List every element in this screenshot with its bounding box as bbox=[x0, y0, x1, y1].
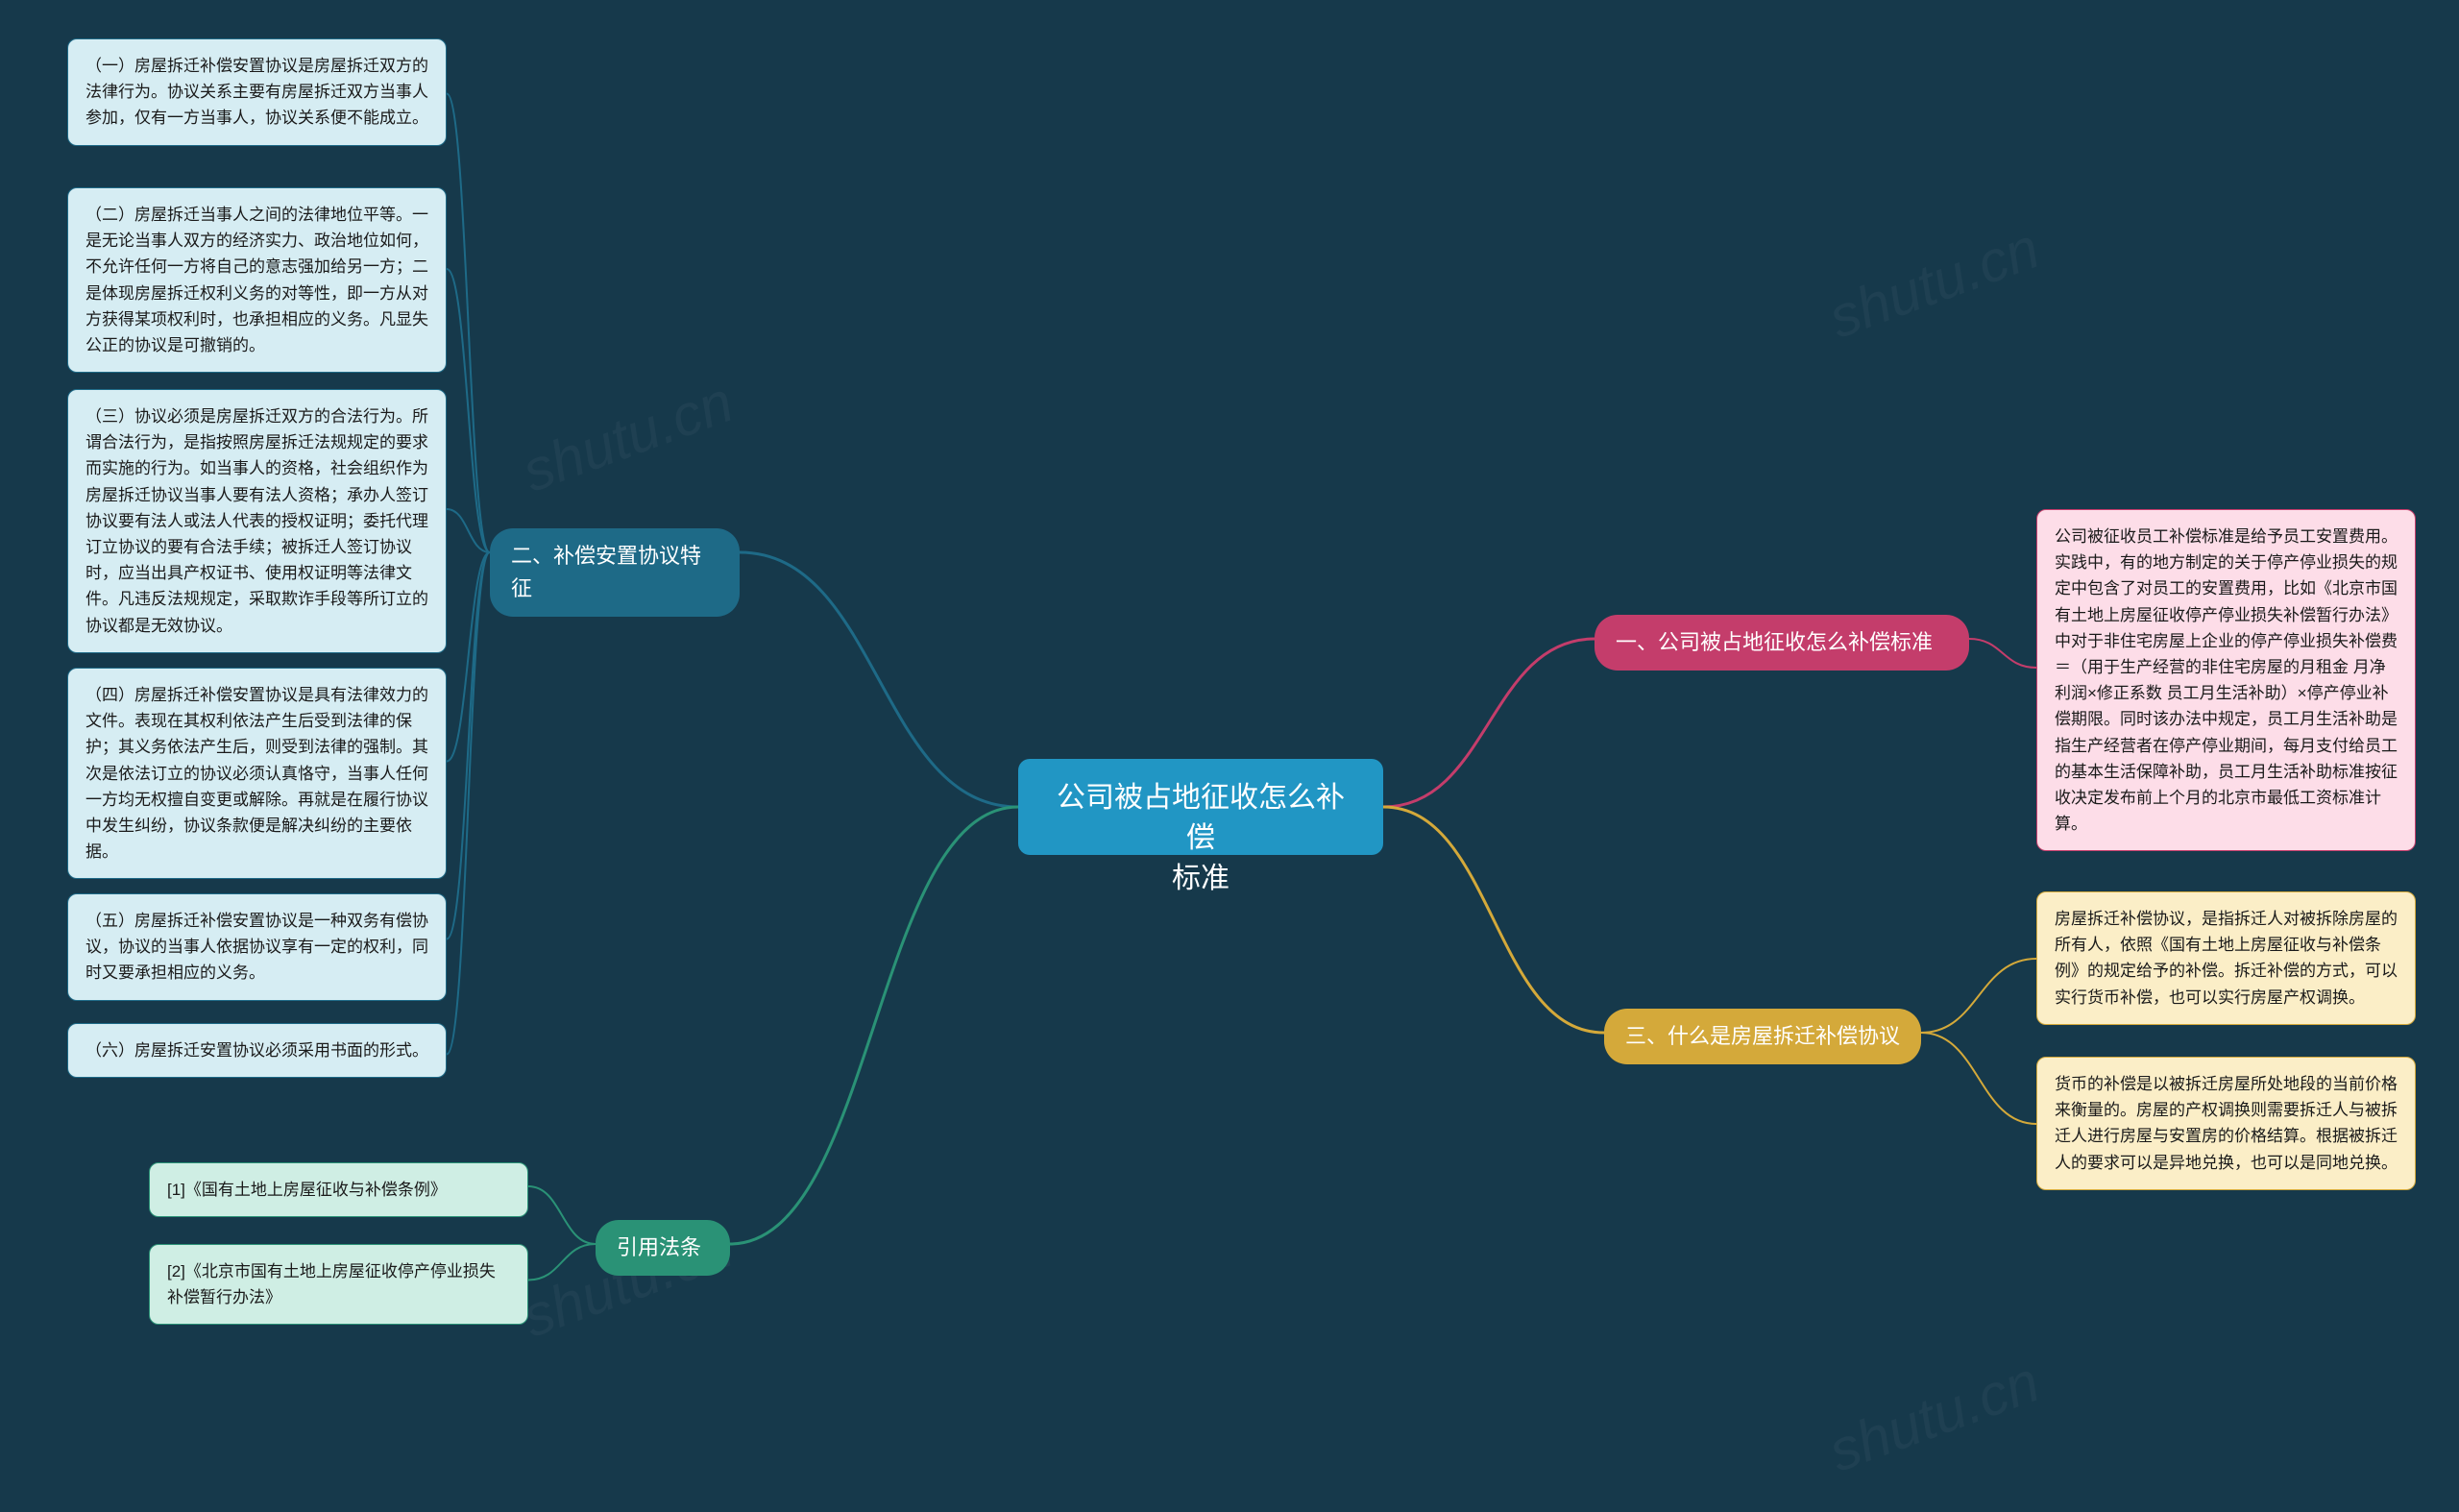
watermark-1: shutu.cn bbox=[1820, 214, 2048, 351]
branch-b4: 引用法条 bbox=[596, 1220, 730, 1276]
leaf-b4-0: [1]《国有土地上房屋征收与补偿条例》 bbox=[149, 1162, 528, 1217]
leaf-b1-0: 公司被征收员工补偿标准是给予员工安置费用。实践中，有的地方制定的关于停产停业损失… bbox=[2036, 509, 2416, 851]
leaf-b2-3: （四）房屋拆迁补偿安置协议是具有法律效力的文件。表现在其权利依法产生后受到法律的… bbox=[67, 668, 447, 879]
leaf-b2-2: （三）协议必须是房屋拆迁双方的合法行为。所谓合法行为，是指按照房屋拆迁法规规定的… bbox=[67, 389, 447, 653]
leaf-b2-5: （六）房屋拆迁安置协议必须采用书面的形式。 bbox=[67, 1023, 447, 1078]
leaf-b3-1: 货币的补偿是以被拆迁房屋所处地段的当前价格来衡量的。房屋的产权调换则需要拆迁人与… bbox=[2036, 1057, 2416, 1190]
branch-b2: 二、补偿安置协议特征 bbox=[490, 528, 740, 617]
branch-b3: 三、什么是房屋拆迁补偿协议 bbox=[1604, 1009, 1921, 1064]
watermark-0: shutu.cn bbox=[514, 368, 742, 504]
leaf-b2-1: （二）房屋拆迁当事人之间的法律地位平等。一是无论当事人双方的经济实力、政治地位如… bbox=[67, 187, 447, 373]
branch-b1: 一、公司被占地征收怎么补偿标准 bbox=[1595, 615, 1969, 671]
leaf-b4-1: [2]《北京市国有土地上房屋征收停产停业损失补偿暂行办法》 bbox=[149, 1244, 528, 1325]
watermark-3: shutu.cn bbox=[1820, 1348, 2048, 1484]
leaf-b3-0: 房屋拆迁补偿协议，是指拆迁人对被拆除房屋的所有人，依照《国有土地上房屋征收与补偿… bbox=[2036, 891, 2416, 1025]
center-node: 公司被占地征收怎么补偿标准 bbox=[1018, 759, 1383, 855]
leaf-b2-0: （一）房屋拆迁补偿安置协议是房屋拆迁双方的法律行为。协议关系主要有房屋拆迁双方当… bbox=[67, 38, 447, 146]
leaf-b2-4: （五）房屋拆迁补偿安置协议是一种双务有偿协议，协议的当事人依据协议享有一定的权利… bbox=[67, 893, 447, 1001]
